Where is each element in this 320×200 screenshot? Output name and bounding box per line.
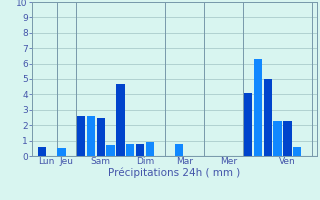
Bar — [273, 121, 282, 156]
Bar — [106, 145, 115, 156]
X-axis label: Précipitations 24h ( mm ): Précipitations 24h ( mm ) — [108, 168, 241, 178]
Bar — [126, 144, 134, 156]
Bar — [116, 84, 124, 156]
Bar — [57, 148, 66, 156]
Bar — [38, 147, 46, 156]
Bar — [175, 144, 183, 156]
Bar — [97, 117, 105, 156]
Bar — [264, 79, 272, 156]
Bar — [293, 147, 301, 156]
Bar — [87, 116, 95, 156]
Bar — [146, 142, 154, 156]
Bar — [283, 121, 292, 156]
Bar — [244, 93, 252, 156]
Bar — [77, 116, 85, 156]
Bar — [136, 144, 144, 156]
Bar — [254, 59, 262, 156]
